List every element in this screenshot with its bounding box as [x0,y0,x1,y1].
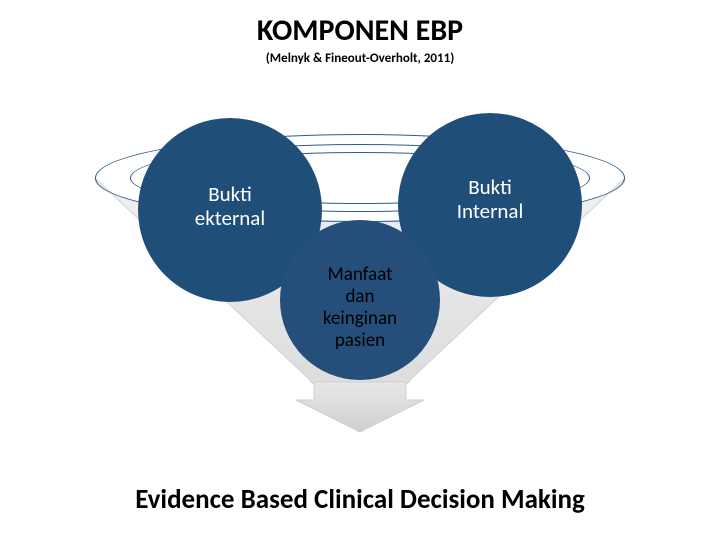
circle-label-pasien: Manfaatdankeinginanpasien [317,264,403,351]
ebp-diagram: Buktiekternal BuktiInternal Manfaatdanke… [80,70,640,440]
page-title: KOMPONEN EBP [0,0,720,49]
circle-manfaat-pasien: Manfaatdankeinginanpasien [280,220,440,380]
page-subtitle: (Melnyk & Fineout-Overholt, 2011) [0,51,720,66]
footer-title: Evidence Based Clinical Decision Making [0,483,720,516]
funnel-arrow-head [296,382,424,432]
circle-label-internal: BuktiInternal [451,175,530,223]
circle-label-eksternal: Buktiekternal [189,182,271,230]
